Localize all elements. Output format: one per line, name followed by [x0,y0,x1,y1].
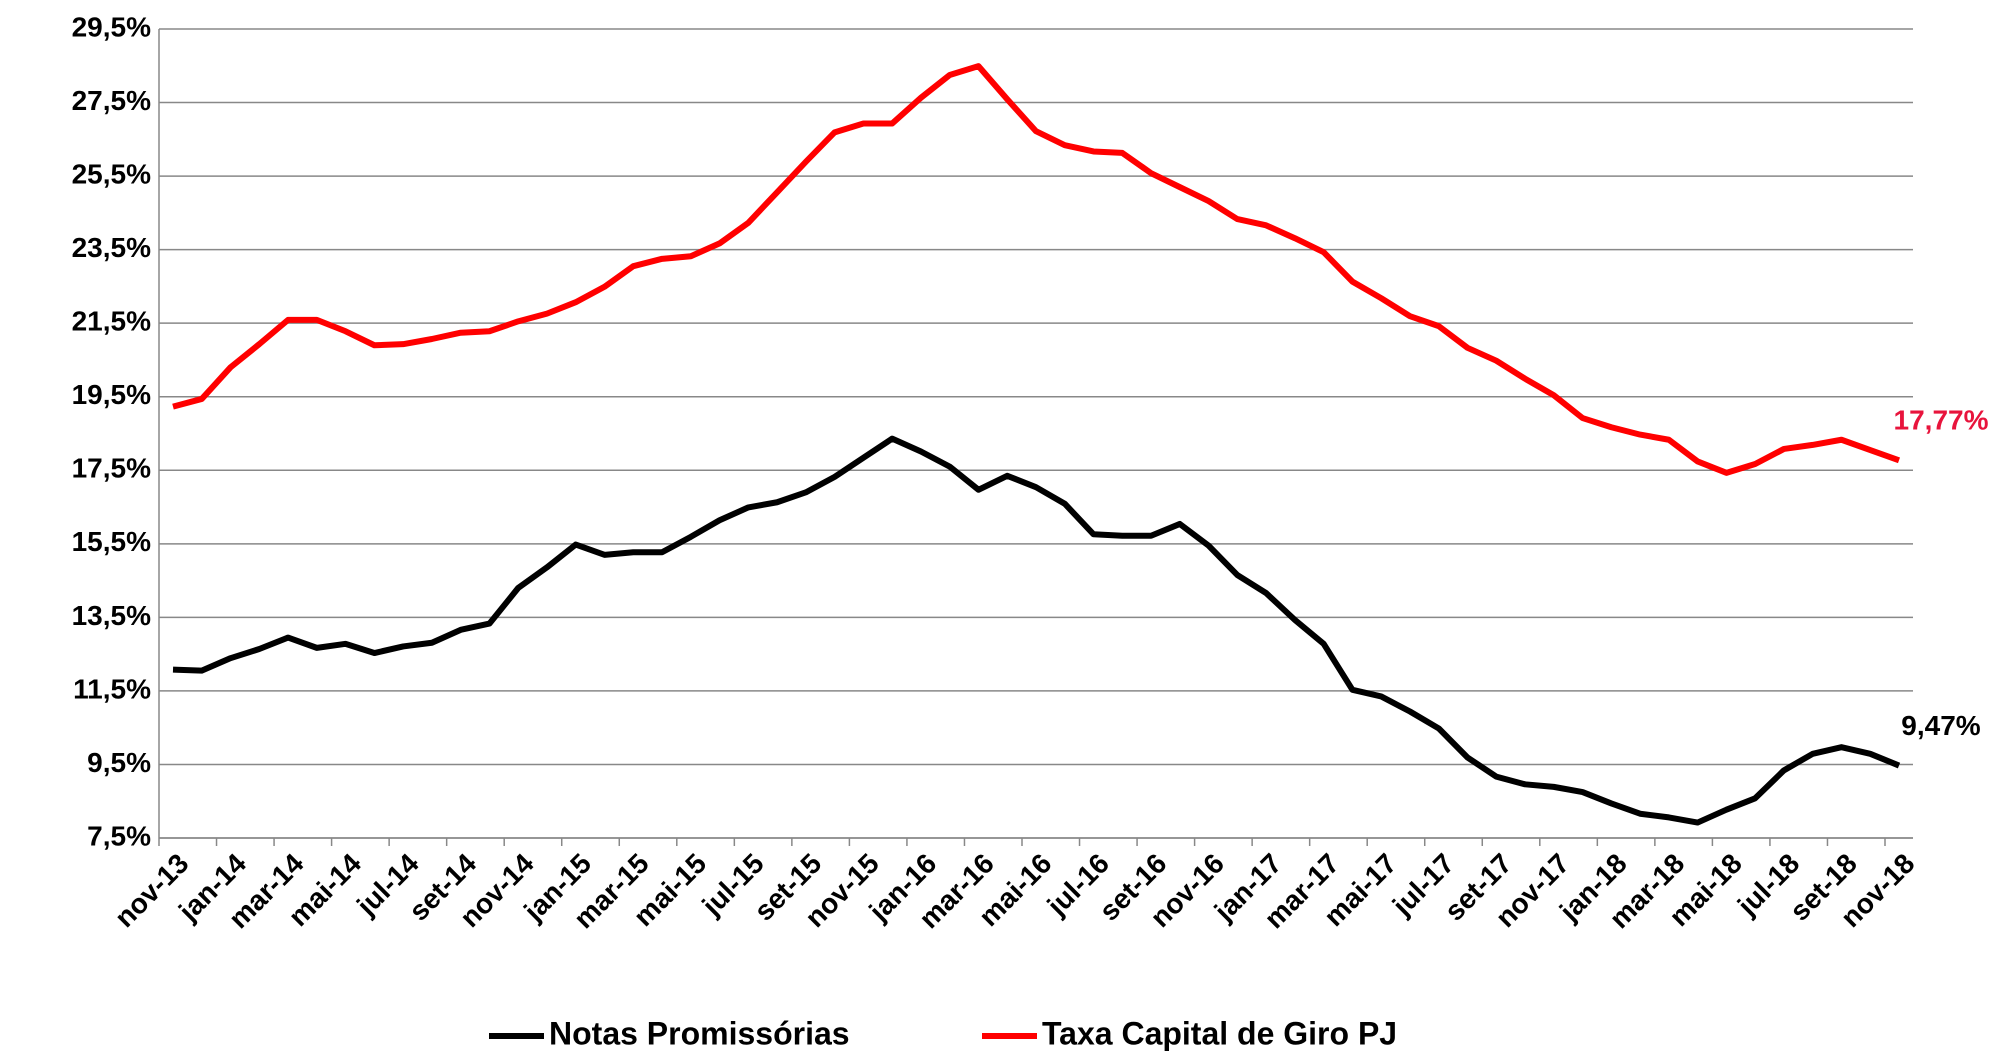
y-tick-label: 15,5% [72,526,151,557]
y-tick-label: 25,5% [72,158,151,189]
data-label: 9,47% [1901,710,1980,741]
y-tick-label: 17,5% [72,453,151,484]
y-tick-label: 29,5% [72,11,151,42]
y-tick-label: 9,5% [87,747,151,778]
series-line [172,63,1901,476]
legend-label: Notas Promissórias [549,1015,850,1051]
y-tick-label: 19,5% [72,379,151,410]
x-tick-label: nov-13 [109,848,195,934]
series-line [172,435,1901,826]
y-tick-label: 11,5% [73,673,151,704]
y-tick-label: 27,5% [72,85,151,116]
y-tick-label: 13,5% [72,600,151,631]
y-tick-label: 23,5% [72,232,151,263]
y-tick-label: 21,5% [72,306,151,337]
legend-label: Taxa Capital de Giro PJ [1042,1015,1397,1051]
y-tick-label: 7,5% [87,820,151,851]
data-label: 17,77% [1894,405,1989,436]
